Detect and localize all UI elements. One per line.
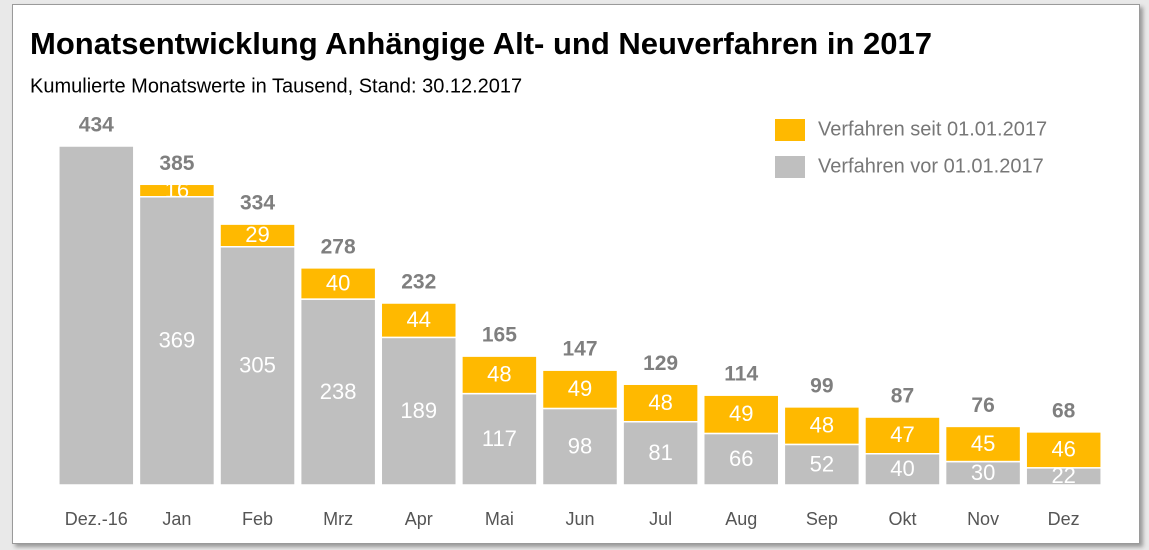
total-label: 147 — [562, 338, 597, 361]
value-label: 66 — [729, 446, 753, 471]
x-tick-label: Jun — [565, 509, 594, 529]
bar-segment — [1025, 431, 1102, 469]
total-label: 99 — [810, 374, 833, 397]
legend-swatch — [775, 156, 805, 178]
value-label: 45 — [971, 431, 995, 456]
bar-segment — [461, 392, 538, 486]
bar-segment — [541, 407, 619, 486]
value-label: 16 — [165, 177, 189, 202]
x-tick-label: Mai — [485, 509, 514, 529]
x-tick-label: Sep — [806, 509, 838, 529]
bar-segment — [864, 416, 941, 455]
value-label: 81 — [648, 440, 672, 465]
value-label: 189 — [400, 398, 437, 423]
value-label: 49 — [568, 376, 592, 401]
bar-segment — [461, 355, 538, 395]
value-label: 98 — [568, 434, 592, 459]
value-label: 49 — [729, 401, 753, 426]
bar-segment — [58, 145, 135, 486]
x-tick-label: Aug — [725, 509, 757, 529]
value-label: 48 — [810, 412, 834, 437]
bar-segment — [702, 432, 780, 486]
total-label: 232 — [401, 271, 436, 294]
x-tick-label: Dez.-16 — [65, 509, 128, 529]
value-label: 305 — [239, 353, 276, 378]
bar-segment — [622, 383, 699, 423]
x-tick-label: Okt — [888, 509, 916, 529]
x-tick-label: Apr — [405, 509, 433, 529]
value-label: 22 — [1051, 463, 1075, 488]
x-tick-label: Dez — [1048, 509, 1080, 529]
bar-segment — [138, 196, 216, 486]
total-label: 385 — [159, 152, 194, 175]
x-tick-label: Jul — [649, 509, 672, 529]
total-label: 129 — [643, 352, 678, 375]
bar-segment — [783, 443, 861, 486]
x-tick-label: Feb — [242, 509, 273, 529]
bar-segment — [944, 425, 1022, 463]
chart-subtitle: Kumulierte Monatswerte in Tausend, Stand… — [30, 75, 522, 97]
bar-segment — [783, 406, 861, 446]
legend-label: Verfahren seit 01.01.2017 — [818, 118, 1047, 140]
value-label: 48 — [648, 390, 672, 415]
total-label: 114 — [724, 363, 758, 386]
x-tick-label: Nov — [967, 509, 999, 529]
total-label: 76 — [971, 394, 994, 417]
bar-segment — [219, 246, 296, 486]
value-label: 29 — [245, 222, 269, 247]
total-label: 165 — [482, 324, 517, 347]
bar-segment — [219, 223, 296, 248]
value-label: 46 — [1051, 437, 1075, 462]
total-label: 434 — [79, 114, 114, 137]
value-label: 40 — [326, 270, 350, 295]
bar-segment — [299, 267, 377, 300]
value-label: 30 — [971, 460, 995, 485]
bar-segment — [380, 302, 458, 339]
chart-title: Monatsentwicklung Anhängige Alt- und Neu… — [30, 26, 932, 61]
value-label: 117 — [482, 426, 517, 451]
value-label: 44 — [407, 307, 431, 332]
value-label: 40 — [890, 456, 914, 481]
bar-segment — [138, 183, 216, 198]
bar-segment — [380, 336, 458, 486]
value-label: 369 — [159, 328, 196, 353]
bar-segment — [702, 394, 780, 435]
value-label: 238 — [320, 379, 357, 404]
bar-segment — [541, 369, 619, 410]
total-label: 68 — [1052, 399, 1076, 422]
legend-swatch — [775, 119, 805, 141]
value-label: 52 — [810, 452, 834, 477]
x-tick-label: Jan — [162, 509, 191, 529]
x-tick-label: Mrz — [323, 509, 353, 529]
total-label: 278 — [321, 235, 356, 258]
total-label: 87 — [891, 385, 914, 408]
legend-label: Verfahren vor 01.01.2017 — [818, 155, 1044, 177]
total-label: 334 — [240, 192, 275, 215]
value-label: 47 — [890, 422, 914, 447]
value-label: 48 — [487, 362, 511, 387]
